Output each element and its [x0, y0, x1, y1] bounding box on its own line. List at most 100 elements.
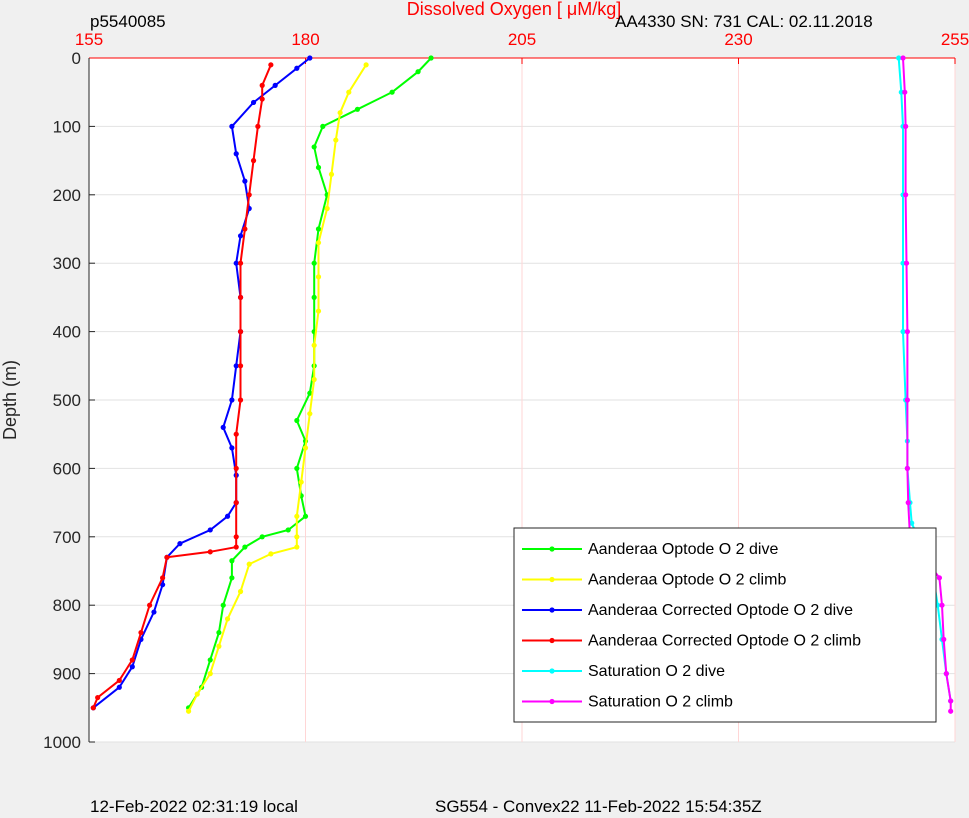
data-point: [943, 671, 949, 677]
data-point: [307, 411, 313, 417]
data-point: [220, 424, 226, 430]
data-point: [259, 82, 265, 88]
data-point: [160, 582, 166, 588]
x-tick-label: 255: [941, 30, 969, 49]
data-point: [389, 89, 395, 95]
data-point: [151, 609, 157, 615]
data-point: [129, 657, 135, 663]
data-point: [904, 329, 910, 335]
data-point: [904, 465, 910, 471]
data-point: [324, 205, 330, 212]
series-1: [185, 62, 369, 714]
y-axis-label: Depth (m): [0, 360, 20, 440]
series-3: [90, 62, 274, 711]
x-tick-label: 205: [508, 30, 536, 49]
data-point: [229, 558, 235, 564]
data-point: [948, 698, 954, 704]
y-tick-label: 800: [53, 596, 81, 615]
data-point: [268, 62, 274, 68]
y-tick-label: 200: [53, 186, 81, 205]
data-point: [233, 465, 239, 471]
data-point: [229, 397, 235, 403]
x-axis-label: Dissolved Oxygen [ μM/kg]: [407, 0, 621, 19]
data-point: [237, 233, 244, 239]
data-point: [936, 575, 943, 581]
data-point: [294, 65, 300, 71]
data-point: [896, 55, 902, 61]
data-point: [294, 513, 300, 519]
data-point: [346, 89, 352, 95]
legend-label: Aanderaa Optode O 2 climb: [588, 572, 786, 589]
data-point: [90, 705, 96, 711]
data-point: [224, 616, 231, 622]
legend-label: Saturation O 2 dive: [588, 663, 725, 680]
data-point: [259, 534, 265, 540]
data-point: [315, 226, 322, 232]
footer-mission: SG554 - Convex22 11-Feb-2022 15:54:35Z: [435, 797, 762, 816]
data-point: [948, 708, 954, 714]
data-point: [220, 602, 226, 608]
data-point: [268, 551, 274, 557]
data-point: [177, 541, 183, 547]
data-point: [207, 527, 213, 533]
data-point: [160, 575, 166, 581]
sensor-info: AA4330 SN: 731 CAL: 02.11.2018: [615, 12, 873, 31]
data-point: [229, 445, 235, 451]
data-point: [216, 629, 222, 636]
data-point: [116, 677, 122, 684]
data-point: [233, 363, 239, 369]
legend-marker: [549, 698, 555, 705]
data-point: [311, 144, 317, 150]
data-point: [354, 106, 361, 112]
data-point: [233, 544, 239, 550]
data-point: [941, 636, 947, 643]
data-point: [903, 192, 909, 198]
data-point: [315, 240, 322, 246]
data-point: [311, 294, 317, 300]
data-point: [233, 431, 239, 437]
data-point: [207, 657, 213, 663]
data-point: [116, 684, 122, 690]
data-point: [311, 260, 317, 266]
series-line: [92, 57, 311, 709]
data-point: [903, 123, 909, 129]
legend-marker: [549, 668, 555, 674]
data-point: [294, 465, 300, 471]
data-point: [903, 260, 910, 266]
y-tick-label: 600: [53, 459, 81, 478]
y-tick-label: 700: [53, 528, 81, 547]
data-point: [255, 123, 261, 129]
data-point: [315, 308, 322, 314]
data-point: [237, 363, 244, 369]
data-point: [333, 137, 339, 143]
data-point: [302, 513, 309, 519]
data-point: [259, 96, 265, 102]
data-point: [237, 397, 244, 403]
data-point: [147, 602, 153, 608]
data-point: [250, 158, 257, 164]
y-tick-label: 900: [53, 665, 81, 684]
data-point: [224, 513, 231, 519]
data-point: [428, 55, 434, 61]
data-point: [207, 549, 213, 555]
x-tick-label: 180: [291, 30, 319, 49]
y-tick-label: 0: [72, 49, 81, 68]
data-point: [246, 192, 252, 198]
data-point: [233, 260, 239, 266]
data-point: [138, 629, 144, 636]
data-point: [233, 534, 239, 540]
legend-box: [513, 527, 937, 723]
y-tick-label: 300: [53, 254, 81, 273]
x-tick-label: 230: [724, 30, 752, 49]
data-point: [229, 123, 235, 129]
data-point: [294, 544, 300, 550]
data-point: [328, 171, 335, 177]
data-point: [939, 602, 945, 608]
data-point: [237, 588, 244, 595]
legend-marker: [549, 607, 555, 613]
y-tick-label: 400: [53, 323, 81, 342]
data-point: [902, 89, 908, 95]
data-point: [363, 62, 369, 68]
data-point: [242, 178, 248, 184]
